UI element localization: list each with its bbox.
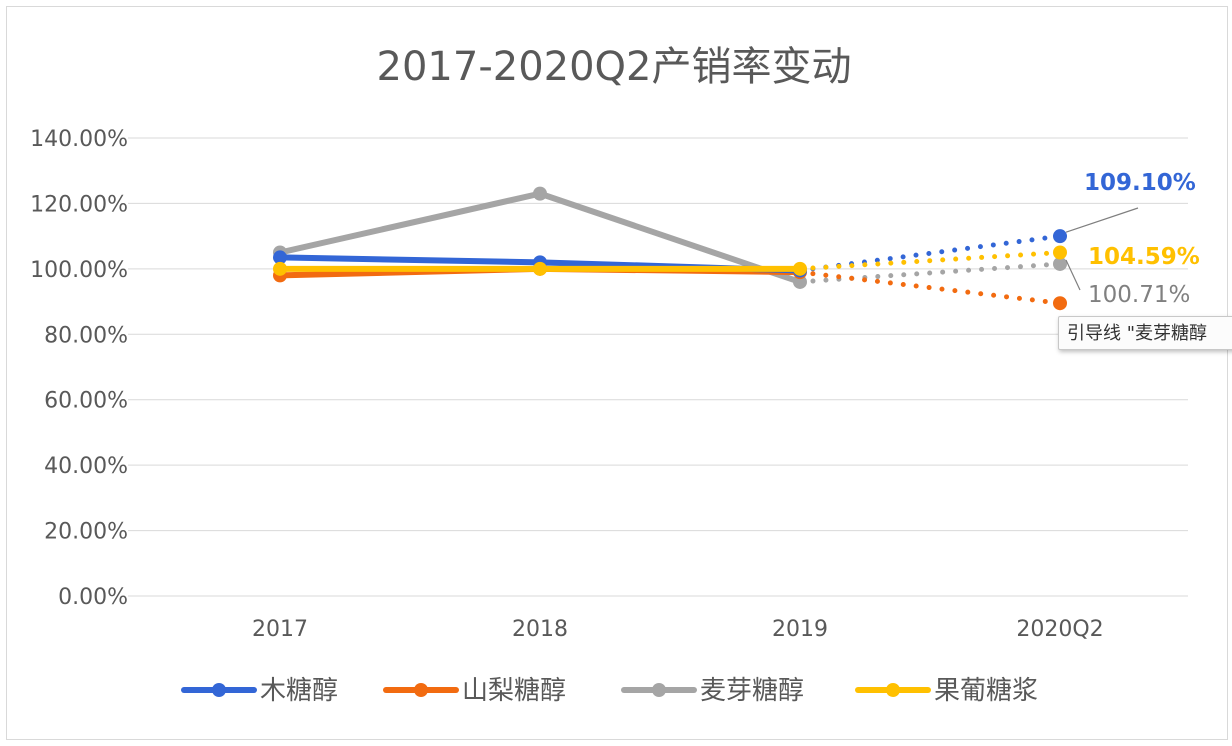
- data-point: [1053, 256, 1067, 271]
- data-point: [793, 261, 807, 276]
- legend-marker: [212, 683, 226, 697]
- data-point: [1053, 229, 1067, 244]
- x-tick-label: 2018: [512, 617, 568, 642]
- y-tick-label: 140.00%: [30, 127, 128, 152]
- legend-marker: [414, 683, 428, 697]
- gridlines: [128, 137, 1188, 597]
- series-forecast-dotted: [797, 233, 1063, 273]
- y-tick-label: 120.00%: [30, 192, 128, 217]
- leader-line-tooltip: 引导线 "麦芽糖醇: [1058, 316, 1232, 350]
- leader-line: [1065, 207, 1139, 233]
- legend-label: 果葡糖浆: [934, 676, 1038, 706]
- x-tick-label: 2017: [252, 617, 308, 642]
- legend-label: 木糖醇: [260, 676, 338, 706]
- y-axis-ticks: 0.00% 20.00% 40.00% 60.00% 80.00% 100.00% 120.…: [30, 127, 128, 610]
- leader-line: [1065, 259, 1081, 291]
- legend-label: 山梨糖醇: [462, 676, 566, 706]
- series-forecast-dotted: [797, 269, 1063, 306]
- data-point: [1053, 296, 1067, 311]
- series-forecast-dotted: [797, 261, 1063, 285]
- data-point: [273, 250, 287, 265]
- data-label: 100.71%: [1088, 282, 1190, 308]
- data-labels: 109.10% 104.59% 100.71%: [1065, 170, 1200, 308]
- data-point: [793, 274, 807, 289]
- x-axis-ticks: 2017 2018 2019 2020Q2: [252, 617, 1104, 642]
- y-tick-label: 100.00%: [30, 258, 128, 283]
- chart-title: 2017-2020Q2产销率变动: [377, 44, 852, 90]
- y-tick-label: 80.00%: [44, 323, 128, 348]
- series-forecast-dotted: [797, 250, 1063, 272]
- legend: 木糖醇 山梨糖醇 麦芽糖醇 果葡糖浆: [181, 676, 1038, 706]
- data-label: 109.10%: [1084, 170, 1196, 196]
- legend-marker: [886, 683, 900, 697]
- y-tick-label: 20.00%: [44, 520, 128, 545]
- chart-frame: [6, 6, 1228, 740]
- x-tick-label: 2020Q2: [1016, 617, 1103, 642]
- data-point: [533, 186, 547, 201]
- x-tick-label: 2019: [772, 617, 828, 642]
- y-tick-label: 0.00%: [58, 585, 128, 610]
- y-tick-label: 60.00%: [44, 389, 128, 414]
- data-point: [1053, 245, 1067, 260]
- legend-marker: [652, 683, 666, 697]
- y-tick-label: 40.00%: [44, 454, 128, 479]
- data-point: [533, 261, 547, 276]
- data-label: 104.59%: [1088, 244, 1200, 270]
- series-lines: [273, 186, 1067, 311]
- legend-label: 麦芽糖醇: [700, 676, 804, 706]
- data-point: [273, 261, 287, 276]
